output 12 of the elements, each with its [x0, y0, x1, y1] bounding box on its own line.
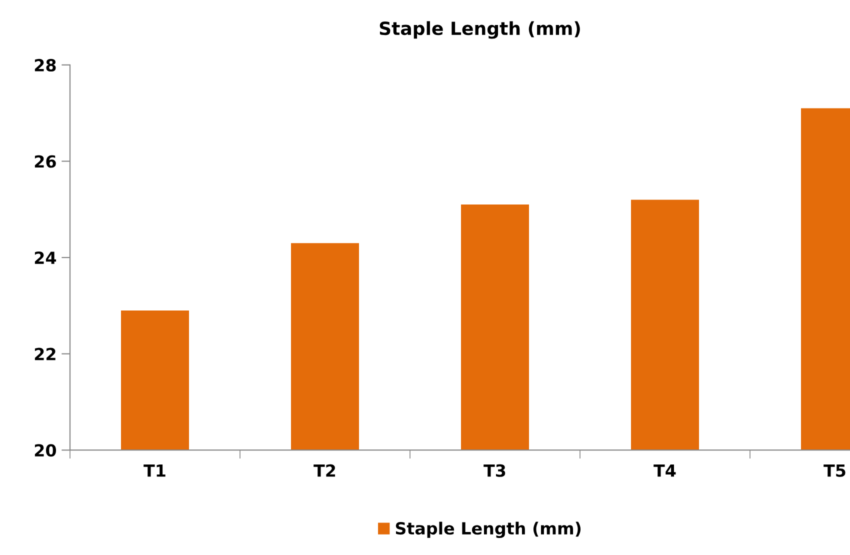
x-tick-label: T1: [144, 464, 166, 477]
x-tick-label: T2: [314, 464, 336, 477]
y-tick-label: 20: [34, 444, 56, 457]
y-tick-label: 22: [34, 348, 56, 360]
x-tick-label: T5: [824, 464, 846, 477]
y-tick-label: 26: [34, 155, 56, 168]
x-tick-label: T4: [654, 464, 676, 477]
y-tick-label: 24: [34, 251, 56, 264]
chart-title: Staple Length (mm): [380, 21, 580, 39]
legend-label: Staple Length (mm): [396, 522, 581, 538]
y-tick-label: 28: [34, 58, 56, 72]
x-tick-label: T3: [484, 464, 506, 477]
